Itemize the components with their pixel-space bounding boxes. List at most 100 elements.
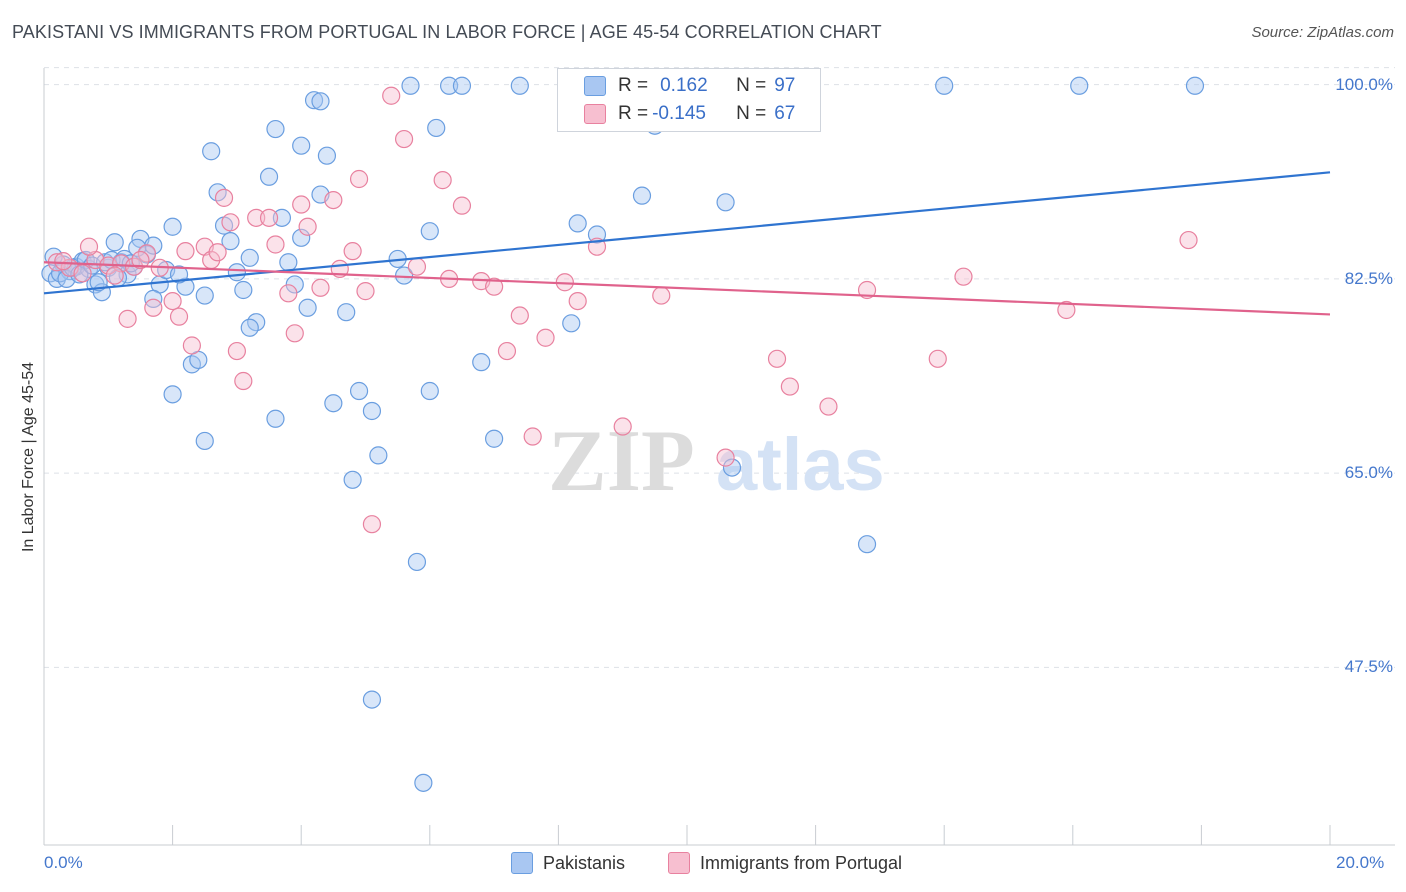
pakistanis-point: [311, 92, 330, 111]
portugal-point: [208, 243, 227, 262]
bottom-legend-portugal: Immigrants from Portugal: [668, 852, 902, 874]
trend-lines: [43, 171, 1331, 316]
pakistanis-point: [1185, 76, 1205, 95]
portugal-point: [137, 244, 156, 263]
y-tick-label: 47.5%: [1344, 657, 1393, 677]
pakistanis-point: [163, 217, 182, 236]
portugal-point: [285, 324, 304, 343]
pakistanis-point: [420, 222, 439, 241]
pakistanis-point: [317, 146, 337, 165]
pakistanis-point: [266, 409, 285, 428]
portugal-point: [407, 257, 427, 276]
watermark-zip: ZIP: [548, 413, 695, 510]
portugal-point: [176, 242, 195, 261]
portugal-point: [497, 341, 517, 361]
portugal-point: [234, 371, 253, 391]
portugal-point: [214, 188, 234, 207]
portugal-point: [105, 266, 124, 285]
portugal-point: [510, 306, 529, 325]
pakistanis-point: [105, 233, 124, 252]
pakistanis-point: [362, 401, 382, 421]
portugal-point: [485, 277, 504, 296]
portugal-point: [857, 280, 877, 300]
pakistanis-point: [304, 91, 324, 110]
pakistanis-point: [279, 253, 298, 272]
portugal-point: [259, 208, 279, 227]
pakistanis-point: [195, 431, 214, 451]
pakistanis-point: [202, 142, 221, 161]
portugal-point: [767, 349, 787, 368]
pakistanis-point: [240, 318, 259, 337]
pakistanis-point: [285, 275, 304, 294]
pakistanis-point: [121, 254, 140, 273]
pakistanis-point: [562, 314, 581, 333]
legend-row-pakistanis: R = 0.162 N = 97: [584, 74, 795, 98]
portugal-point: [54, 252, 73, 271]
portugal-point: [568, 292, 587, 311]
pakistanis-point: [44, 247, 63, 266]
pakistanis-point: [369, 446, 388, 465]
portugal-point: [227, 341, 246, 361]
pakistanis-point: [324, 394, 343, 413]
portugal-point: [169, 307, 189, 326]
pakistanis-point: [221, 232, 240, 251]
pakistanis-point: [722, 458, 742, 477]
pakistanis-point: [337, 303, 356, 322]
pakistanis-point: [568, 214, 587, 233]
bottom-legend-label: Pakistanis: [543, 852, 626, 873]
legend-n-value: 97: [774, 75, 796, 96]
pakistanis-point: [362, 690, 382, 709]
portugal-point: [221, 213, 240, 232]
portugal-point: [182, 336, 201, 355]
pakistanis-point: [234, 280, 253, 300]
portugal-point: [613, 417, 632, 436]
portugal-point: [131, 250, 150, 270]
pakistanis-point: [427, 118, 446, 138]
portugal-trend-line: [43, 261, 1331, 316]
portugal-point: [356, 282, 375, 301]
portugal-point: [343, 242, 362, 261]
y-tick-label: 65.0%: [1344, 463, 1393, 483]
axes: [43, 68, 1395, 846]
pakistanis-point: [439, 76, 459, 95]
portugal-point: [928, 349, 947, 368]
portugal-point: [394, 129, 414, 149]
legend-r-value: 0.162: [660, 75, 708, 96]
portugal-point: [819, 397, 838, 416]
legend-n-label: N =: [736, 75, 767, 96]
bottom-legend-label: Immigrants from Portugal: [700, 852, 903, 873]
legend-n-value: 67: [774, 103, 796, 124]
pakistanis-point: [632, 186, 652, 205]
legend-swatch-pink: [584, 104, 606, 124]
portugal-point: [266, 235, 285, 254]
legend-swatch-blue: [584, 76, 606, 96]
portugal-point: [716, 448, 735, 467]
portugal-point: [780, 377, 799, 396]
portugal-point: [311, 278, 330, 297]
legend-r-value: -0.145: [652, 103, 706, 124]
pakistanis-point: [485, 429, 504, 448]
pakistanis-point: [472, 353, 491, 372]
gridlines: [44, 67, 1395, 668]
watermark-atlas: atlas: [716, 423, 885, 506]
portugal-point: [1057, 300, 1076, 320]
pakistanis-point: [266, 119, 285, 139]
legend-swatch-pink: [668, 852, 690, 874]
portugal-point: [292, 195, 311, 214]
pakistanis-point: [407, 552, 427, 572]
portugal-point: [279, 284, 298, 303]
portugal-point: [523, 427, 542, 446]
legend-r-label: R =: [618, 75, 649, 96]
pakistanis-point: [452, 76, 472, 95]
portugal-point: [433, 171, 452, 190]
pakistanis-point: [401, 76, 420, 95]
x-tick-min: 0.0%: [44, 853, 83, 872]
portugal-point: [349, 169, 369, 189]
pakistanis-point: [935, 76, 954, 95]
pakistanis-point: [259, 167, 279, 186]
portugal-point: [298, 217, 317, 236]
pakistanis-point: [857, 535, 877, 554]
portugal-point: [79, 237, 99, 256]
portugal-point: [163, 292, 182, 311]
